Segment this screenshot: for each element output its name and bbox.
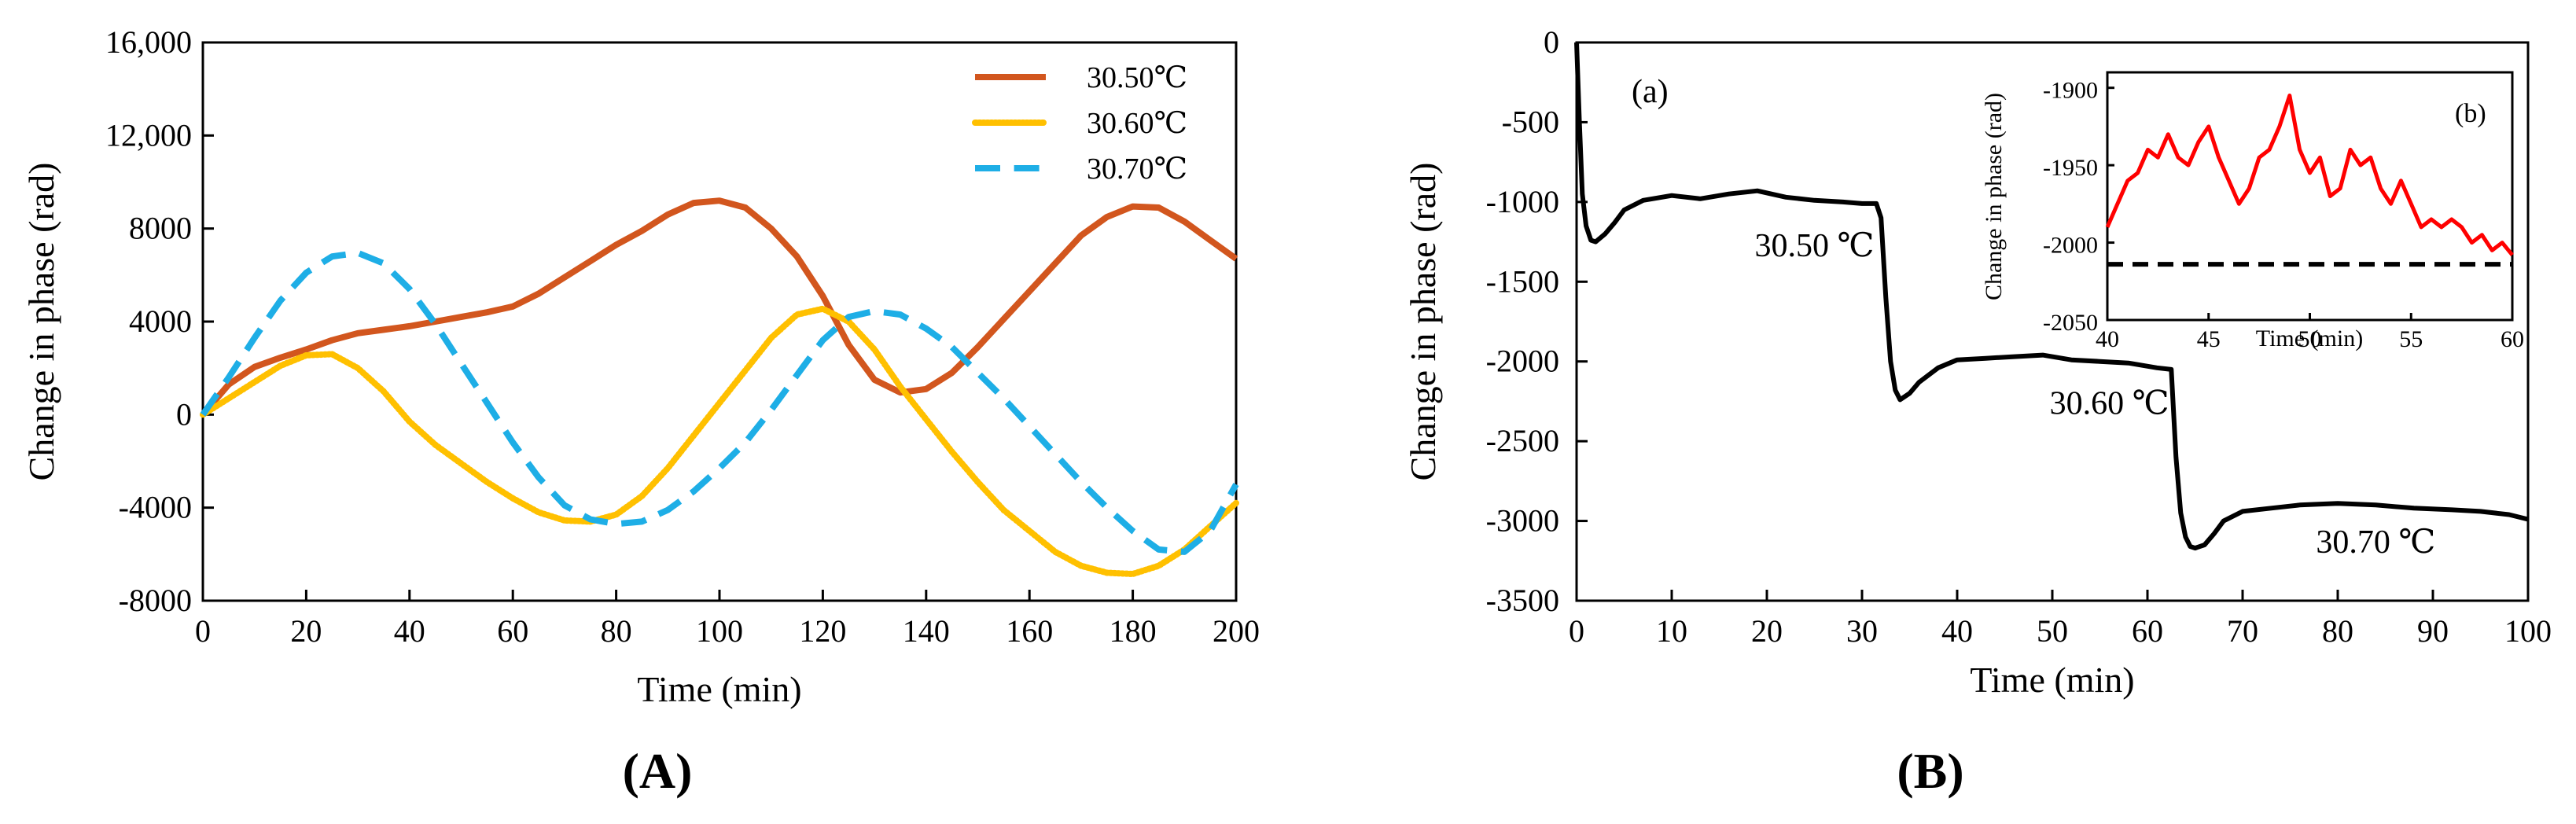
inset-x-tick-label: 40 [2096, 326, 2119, 352]
panel-b-x-axis-title: Time (min) [1970, 660, 2134, 700]
panel-b-chart: 0 10 20 30 40 50 60 70 80 90 100 0 -500 -1000 -1500 -20… [1403, 24, 2552, 799]
panel-b-x-tick-label: 60 [2132, 613, 2163, 649]
panel-b-annotation-1: 30.60 ℃ [2050, 386, 2169, 422]
panel-b-annotation-0: 30.50 ℃ [1755, 228, 1875, 264]
panel-a-y-tick-label: 0 [176, 396, 192, 432]
panel-b-annotations: 30.50 ℃ 30.60 ℃ 30.70 ℃ [1755, 228, 2436, 561]
panel-b-x-tick-label: 40 [1941, 613, 1973, 649]
inset-x-tick-label: 55 [2399, 326, 2423, 352]
panel-b-series-line-0 [1574, 42, 2529, 551]
panel-a-legend: 30.50℃ 30.60℃ 30.70℃ [972, 61, 1187, 186]
panel-a-series-line-2 [200, 249, 1239, 555]
panel-a-y-tick-label: 16,000 [105, 24, 192, 60]
panel-a-x-tick-label: 80 [601, 613, 632, 649]
panel-b-ticks: 0 10 20 30 40 50 60 70 80 90 100 0 -500 -1000 -1500 -20… [1486, 24, 2552, 649]
panel-a-y-tick-label: 8000 [129, 211, 192, 246]
panel-b-y-tick-label: -3000 [1486, 503, 1559, 539]
panel-a-label-letter: A [639, 743, 675, 799]
panel-b-x-tick-label: 50 [2037, 613, 2068, 649]
legend-label-2: 30.70℃ [1087, 153, 1187, 186]
inset-x-tick-label: 50 [2298, 326, 2322, 352]
panel-b-x-tick-label: 0 [1569, 613, 1584, 649]
inset-label: (b) [2455, 99, 2486, 128]
panel-a-chart: 0 20 40 60 80 100 120 140 160 180 200 -8000 -4000 0 40… [21, 24, 1260, 799]
panel-b-x-tick-label: 70 [2227, 613, 2258, 649]
panel-b-label-open: ( [1897, 743, 1913, 799]
panel-b-label: (B) [1897, 743, 1963, 799]
legend-label-0: 30.50℃ [1087, 61, 1187, 94]
panel-a-y-tick-label: -8000 [119, 583, 192, 618]
panel-a-y-tick-label: 4000 [129, 303, 192, 339]
inset-y-tick-label: -1950 [2043, 155, 2098, 181]
panel-a-x-tick-label: 40 [394, 613, 425, 649]
inset-y-tick-label: -2000 [2043, 233, 2098, 259]
legend-label-1: 30.60℃ [1087, 107, 1187, 140]
panel-a-y-axis-title: Change in phase (rad) [21, 163, 61, 481]
panel-b-y-tick-label: -2000 [1486, 344, 1559, 379]
panel-b-x-tick-label: 10 [1656, 613, 1687, 649]
panel-b-y-tick-label: -1000 [1486, 184, 1559, 219]
panel-a-ticks: 0 20 40 60 80 100 120 140 160 180 200 -8000 -4000 0 40… [105, 24, 1260, 649]
panel-a-y-tick-label: -4000 [119, 490, 192, 525]
inset-x-axis-title: Time (min) [2256, 326, 2363, 351]
panel-b-y-tick-label: 0 [1544, 24, 1559, 60]
panel-b-x-tick-label: 100 [2504, 613, 2552, 649]
inset-y-tick-label: -1900 [2043, 78, 2098, 104]
panel-a-x-tick-label: 140 [903, 613, 950, 649]
inset-x-tick-label: 45 [2197, 326, 2221, 352]
panel-a-x-tick-label: 20 [290, 613, 322, 649]
panel-b-y-tick-label: -1500 [1486, 263, 1559, 299]
panel-b-inset: 40 45 50 55 60 -1900 -1950 -2000 -2050 (b) Time … [1981, 71, 2524, 352]
panel-a-x-tick-label: 100 [696, 613, 743, 649]
panel-a-x-tick-label: 60 [497, 613, 528, 649]
panel-b-y-tick-label: -500 [1502, 104, 1559, 139]
panel-b-label-close: ) [1947, 743, 1963, 799]
inset-y-tick-label: -2050 [2043, 310, 2098, 336]
panel-a-x-tick-label: 200 [1213, 613, 1260, 649]
panel-a-series-line-0 [200, 197, 1238, 417]
panel-b-annotation-2: 30.70 ℃ [2316, 524, 2435, 561]
panel-a-x-tick-label: 0 [195, 613, 211, 649]
panel-a-series-line-1 [200, 305, 1239, 577]
inset-y-axis-title: Change in phase (rad) [1981, 93, 2007, 300]
panel-b-y-tick-label: -2500 [1486, 423, 1559, 458]
panel-a-label: (A) [623, 743, 693, 799]
panel-b-y-tick-label: -3500 [1486, 583, 1559, 618]
panel-a-label-close: ) [675, 743, 692, 799]
panel-a-x-tick-label: 160 [1006, 613, 1053, 649]
panel-a-y-tick-label: 12,000 [105, 117, 192, 153]
panel-b-x-tick-label: 30 [1846, 613, 1878, 649]
panel-b-x-tick-label: 20 [1751, 613, 1783, 649]
inset-ticks: 40 45 50 55 60 -1900 -1950 -2000 -2050 [2043, 78, 2524, 352]
panel-b-label-letter: B [1914, 743, 1948, 799]
inset-series [2105, 94, 2514, 267]
panel-a-plot-frame [201, 41, 1238, 602]
inset-series-line-0 [2105, 94, 2514, 256]
inset-x-tick-label: 60 [2501, 326, 2524, 352]
inset-plot-frame [2106, 71, 2514, 322]
panel-b-subplot-label: (a) [1632, 74, 1669, 110]
panel-a-label-open: ( [623, 743, 639, 799]
panel-b-series [1574, 42, 2529, 551]
panel-a-series [200, 197, 1239, 577]
panel-b-x-tick-label: 80 [2322, 613, 2353, 649]
panel-b-y-axis-title: Change in phase (rad) [1403, 163, 1443, 481]
panel-b-x-tick-label: 90 [2417, 613, 2449, 649]
panel-a-x-tick-label: 120 [799, 613, 846, 649]
panel-a-x-tick-label: 180 [1110, 613, 1157, 649]
panel-a-x-axis-title: Time (min) [637, 669, 801, 709]
